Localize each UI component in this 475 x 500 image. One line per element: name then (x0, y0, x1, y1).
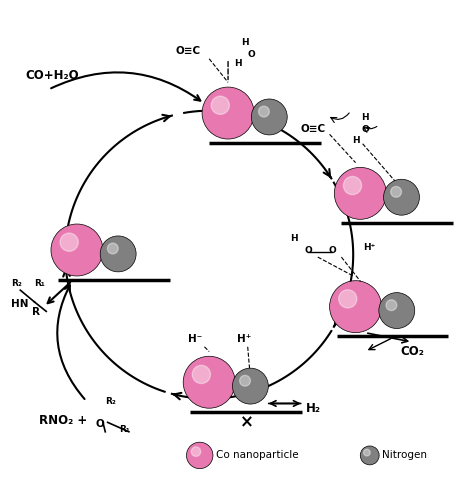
Circle shape (383, 180, 419, 215)
Circle shape (232, 368, 268, 404)
Text: R₂: R₂ (11, 279, 22, 288)
Text: H: H (361, 114, 369, 122)
Circle shape (187, 442, 213, 468)
Circle shape (192, 366, 210, 384)
Text: H: H (234, 59, 241, 68)
Circle shape (107, 243, 118, 254)
Circle shape (183, 356, 235, 408)
Text: H: H (352, 136, 360, 144)
Text: H: H (290, 234, 298, 243)
Circle shape (239, 376, 250, 386)
Circle shape (211, 96, 229, 114)
Text: O: O (304, 246, 312, 254)
Text: Co nanoparticle: Co nanoparticle (216, 450, 299, 460)
Circle shape (100, 236, 136, 272)
Text: H: H (241, 38, 248, 47)
Circle shape (202, 87, 254, 139)
Text: H₂: H₂ (305, 402, 321, 414)
Text: HN: HN (11, 299, 28, 309)
Text: CO₂: CO₂ (400, 345, 424, 358)
Circle shape (258, 106, 269, 117)
Text: O: O (328, 246, 336, 254)
Text: H⁺: H⁺ (237, 334, 251, 344)
Text: H⁺: H⁺ (363, 244, 376, 252)
Circle shape (391, 186, 401, 197)
Text: O: O (361, 126, 369, 134)
Text: R₁: R₁ (35, 279, 45, 288)
Text: ×: × (240, 413, 254, 431)
Circle shape (251, 99, 287, 135)
Circle shape (363, 450, 370, 456)
Circle shape (386, 300, 397, 310)
Circle shape (191, 447, 200, 456)
Text: O: O (248, 50, 256, 58)
Text: O≡C: O≡C (301, 124, 326, 134)
Text: H⁻: H⁻ (188, 334, 202, 344)
Text: Nitrogen: Nitrogen (381, 450, 427, 460)
Text: O: O (96, 420, 104, 430)
Text: RNO₂ +: RNO₂ + (39, 414, 87, 426)
Text: CO+H₂O: CO+H₂O (25, 69, 79, 82)
Circle shape (360, 446, 379, 465)
Circle shape (330, 280, 381, 332)
Circle shape (379, 292, 415, 328)
Text: R₂: R₂ (105, 397, 116, 406)
Circle shape (334, 168, 386, 220)
Text: O≡C: O≡C (175, 46, 200, 56)
Text: R: R (32, 307, 40, 317)
Circle shape (51, 224, 103, 276)
Text: R₁: R₁ (119, 425, 130, 434)
Circle shape (339, 290, 357, 308)
Circle shape (343, 176, 361, 194)
Circle shape (60, 233, 78, 252)
